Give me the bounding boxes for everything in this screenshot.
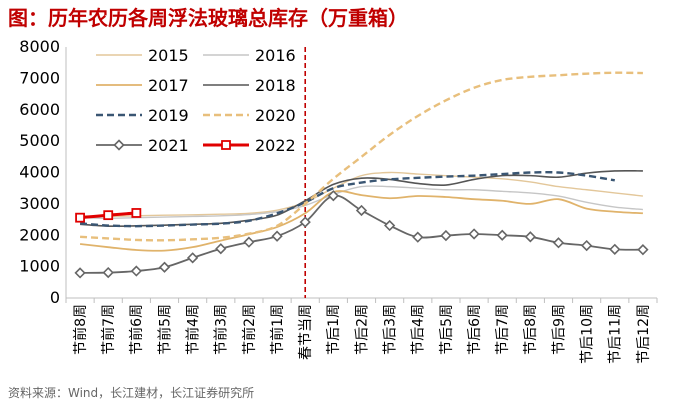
data-point-2022 [75, 212, 85, 223]
legend-label-2015: 2015 [148, 46, 189, 65]
series-2020 [80, 71, 643, 242]
x-tick-label: 节前2周 [241, 304, 258, 355]
y-tick-label: 6000 [19, 100, 60, 119]
legend-label-2016: 2016 [255, 46, 296, 65]
x-tick-label: 节后11周 [608, 304, 624, 364]
legend-item-2022: 2022 [203, 136, 296, 155]
x-tick-label: 节后12周 [636, 304, 652, 364]
data-point-2021 [271, 230, 283, 242]
data-point-2022 [131, 208, 142, 218]
data-point-2021 [412, 231, 424, 243]
data-point-2021 [243, 236, 255, 248]
y-tick-label: 5000 [19, 131, 60, 150]
series-line-2019 [79, 171, 615, 228]
data-point-2021 [130, 265, 142, 277]
chart-title: 图：历年农历各周浮法玻璃总库存（万重箱） [8, 6, 408, 30]
legend-item-2016: 2016 [203, 46, 296, 65]
data-point-2021 [609, 243, 621, 256]
series-2017 [79, 190, 643, 252]
x-tick-label: 节后3周 [383, 304, 399, 355]
legend-marker-2022 [221, 140, 231, 150]
axes-layer: 0 1000 2000 3000 4000 5000 6000 7000 8000 节前8周 节前7… [19, 37, 658, 364]
series-2021 [74, 190, 649, 279]
series-layer [74, 71, 649, 279]
legend-label-2019: 2019 [148, 106, 189, 125]
y-tick-label: 2000 [19, 225, 60, 244]
x-tick-label: 节后8周 [523, 304, 539, 355]
x-tick-label: 节后6周 [467, 304, 483, 355]
data-point-2021 [187, 252, 199, 264]
series-line-2015 [80, 171, 644, 218]
legend: 2015 2016 2017 2018 2019 2020 2021 2022 [96, 46, 296, 155]
legend-item-2015: 2015 [96, 46, 189, 65]
y-tick-label: 3000 [19, 194, 60, 213]
x-tick-label: 节前1周 [269, 304, 286, 355]
y-tick-label: 1000 [19, 257, 60, 276]
x-tick-label: 节后4周 [411, 304, 427, 355]
series-2015 [80, 171, 644, 218]
x-tick-label: 节前7周 [100, 304, 117, 355]
data-point-2021 [74, 267, 86, 279]
x-tick-label: 节后7周 [495, 304, 511, 355]
legend-item-2020: 2020 [203, 106, 296, 125]
data-point-2021 [581, 239, 593, 252]
x-tick-label: 节前6周 [128, 304, 145, 355]
series-line-2017 [79, 190, 643, 252]
x-tick-label: 节后1周 [326, 304, 342, 355]
y-tick-label: 7000 [19, 68, 60, 87]
legend-item-2019: 2019 [96, 106, 189, 125]
legend-label-2021: 2021 [148, 136, 189, 155]
data-point-2021 [158, 261, 171, 273]
x-tick-label: 节前5周 [156, 304, 173, 355]
legend-label-2020: 2020 [255, 106, 296, 125]
legend-label-2022: 2022 [255, 136, 296, 155]
x-tick-label: 节后10周 [580, 304, 596, 364]
x-tick-label: 节前8周 [72, 304, 89, 355]
series-2016 [80, 185, 643, 220]
data-point-2021 [299, 216, 311, 228]
source-note: 资料来源：Wind，长江建材，长江证券研究所 [8, 386, 255, 400]
x-tick-label: 春节当周 [298, 304, 314, 360]
data-point-2021 [468, 228, 480, 240]
series-2019 [79, 171, 615, 228]
x-tick-label: 节后9周 [551, 304, 567, 355]
data-point-2021 [552, 237, 565, 249]
data-point-2021 [440, 229, 452, 242]
x-tick-label: 节前4周 [185, 304, 202, 355]
legend-label-2017: 2017 [148, 76, 189, 95]
legend-item-2017: 2017 [96, 76, 189, 95]
legend-item-2018: 2018 [203, 76, 296, 95]
legend-label-2018: 2018 [255, 76, 296, 95]
legend-marker-2021 [113, 139, 125, 151]
data-point-2021 [524, 231, 536, 243]
data-point-2022 [103, 210, 114, 221]
x-tick-label: 节后2周 [354, 304, 370, 355]
x-tick-label: 节后5周 [439, 304, 455, 355]
x-tick-label: 节前3周 [213, 304, 230, 355]
data-point-2021 [384, 219, 396, 232]
data-point-2021 [215, 243, 227, 255]
data-point-2021 [355, 204, 368, 217]
data-point-2021 [637, 244, 649, 256]
data-point-2021 [327, 190, 339, 202]
y-tick-label: 8000 [19, 37, 60, 56]
legend-item-2021: 2021 [96, 136, 189, 155]
series-line-2016 [80, 185, 643, 220]
data-point-2021 [102, 266, 114, 279]
series-2022 [75, 208, 142, 223]
data-point-2021 [496, 229, 508, 241]
y-tick-label: 0 [50, 288, 60, 307]
y-tick-label: 4000 [19, 163, 60, 182]
series-line-2020 [80, 71, 643, 242]
